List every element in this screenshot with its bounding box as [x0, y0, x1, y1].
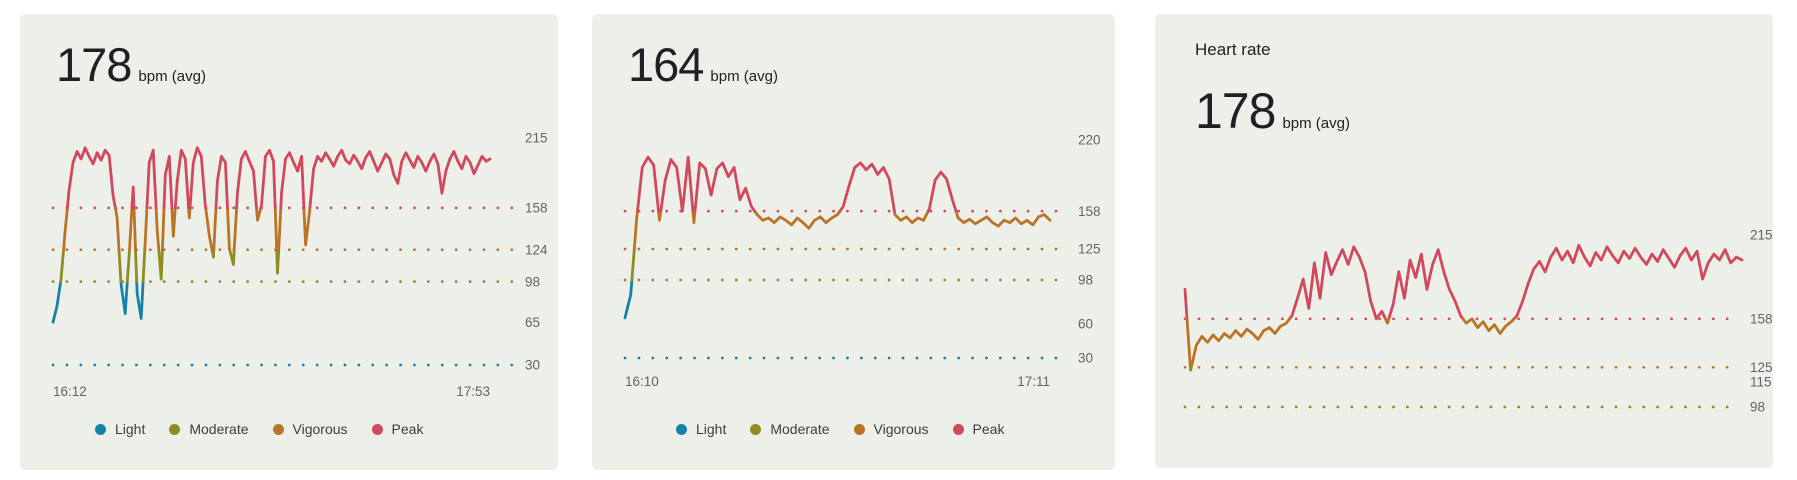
legend-label: Peak [972, 421, 1005, 437]
legend-dot-peak-icon [371, 423, 383, 435]
y-tick-label-115: 115 [1750, 375, 1772, 390]
legend-dot-vigorous-icon [853, 423, 865, 435]
heart-rate-trace-segment [51, 280, 145, 324]
y-tick-label-125: 125 [1750, 360, 1773, 375]
heart-rate-trace-segment [59, 248, 281, 283]
legend-dot-peak-icon [952, 423, 964, 435]
y-tick-label-124: 124 [525, 242, 548, 257]
heart-rate-trace-segment [66, 146, 492, 210]
x-axis-end-time: 17:11 [1017, 374, 1050, 389]
legend-item-moderate: Moderate [169, 421, 249, 437]
y-tick-label-158: 158 [1078, 204, 1101, 219]
card-2-header: 164 bpm (avg) [592, 14, 1115, 88]
y-tick-label-215: 215 [1750, 228, 1773, 243]
legend-dot-moderate-icon [169, 423, 181, 435]
y-tick-label-98: 98 [1750, 400, 1765, 415]
y-tick-label-215: 215 [525, 131, 548, 146]
y-tick-label-98: 98 [1078, 273, 1093, 288]
heart-rate-trace-segment [1185, 317, 1516, 369]
legend-item-peak: Peak [371, 421, 424, 437]
legend-label: Vigorous [292, 421, 348, 437]
heart-rate-trace-segment [623, 278, 634, 320]
legend-item-light: Light [676, 421, 726, 437]
y-tick-label-220: 220 [1078, 133, 1101, 148]
chart-canvas: 220 158 125 98 60 30 16:10 17:11 [623, 133, 1101, 389]
avg-bpm-value: 164 [628, 38, 704, 91]
legend-label: Moderate [189, 421, 249, 437]
heart-rate-trace-segment [1189, 365, 1193, 372]
heart-rate-card-2[interactable]: 164 bpm (avg) 220 158 125 98 60 30 16:10 17:11 … [592, 14, 1115, 470]
legend-dot-light-icon [676, 423, 687, 435]
y-tick-label-158: 158 [525, 201, 548, 216]
legend-label: Light [115, 421, 146, 437]
legend-dot-vigorous-icon [272, 423, 284, 435]
legend-item-vigorous: Vigorous [853, 421, 929, 437]
y-tick-label-60: 60 [1078, 316, 1093, 331]
avg-bpm-unit: bpm (avg) [710, 68, 778, 85]
heart-rate-chart-2: 220 158 125 98 60 30 16:10 17:11 [592, 14, 1115, 470]
card-1-header: 178 bpm (avg) [20, 14, 558, 88]
legend-item-moderate: Moderate [750, 421, 830, 437]
avg-bpm-value: 178 [56, 38, 132, 91]
zone-legend-2: Light Moderate Vigorous Peak [676, 421, 1004, 437]
legend-label: Moderate [770, 421, 830, 437]
legend-item-peak: Peak [952, 421, 1005, 437]
legend-label: Peak [391, 421, 424, 437]
y-tick-label-125: 125 [1078, 242, 1101, 257]
chart-canvas: 215 158 124 98 65 30 16:12 17:53 [51, 131, 548, 399]
card-3-header: 178 bpm (avg) [1155, 60, 1773, 136]
heart-rate-trace-segment [1183, 243, 1744, 321]
legend-dot-moderate-icon [750, 423, 762, 435]
heart-rate-card-1[interactable]: 178 bpm (avg) 215 158 124 98 65 30 16:12 17:53 … [20, 14, 558, 470]
x-axis-end-time: 17:53 [456, 384, 490, 399]
legend-dot-light-icon [95, 423, 106, 435]
avg-bpm-unit: bpm (avg) [138, 68, 206, 85]
heart-rate-chart-3: 215 158 125 115 98 [1155, 14, 1773, 468]
avg-bpm-unit: bpm (avg) [1282, 115, 1350, 132]
heart-rate-card-3[interactable]: Heart rate 178 bpm (avg) 215 158 125 115 98 [1155, 14, 1773, 468]
legend-label: Vigorous [873, 421, 929, 437]
y-tick-label-30: 30 [525, 358, 540, 373]
y-tick-label-30: 30 [1078, 351, 1093, 366]
heart-rate-trace-segment [632, 209, 1052, 251]
heart-rate-trace-segment [630, 247, 636, 282]
x-axis-start-time: 16:10 [625, 374, 659, 389]
avg-bpm-value: 178 [1195, 83, 1276, 139]
heart-rate-chart-1: 215 158 124 98 65 30 16:12 17:53 [20, 14, 558, 470]
zone-legend-1: Light Moderate Vigorous Peak [95, 421, 423, 437]
legend-item-light: Light [95, 421, 145, 437]
card-title: Heart rate [1195, 40, 1271, 59]
y-tick-label-98: 98 [525, 274, 540, 289]
legend-label: Light [696, 421, 727, 437]
legend-item-vigorous: Vigorous [272, 421, 348, 437]
y-tick-label-158: 158 [1750, 312, 1773, 327]
heart-rate-trace-segment [62, 206, 312, 252]
heart-rate-trace-segment [636, 155, 958, 213]
x-axis-start-time: 16:12 [53, 384, 87, 399]
y-tick-label-65: 65 [525, 315, 540, 330]
